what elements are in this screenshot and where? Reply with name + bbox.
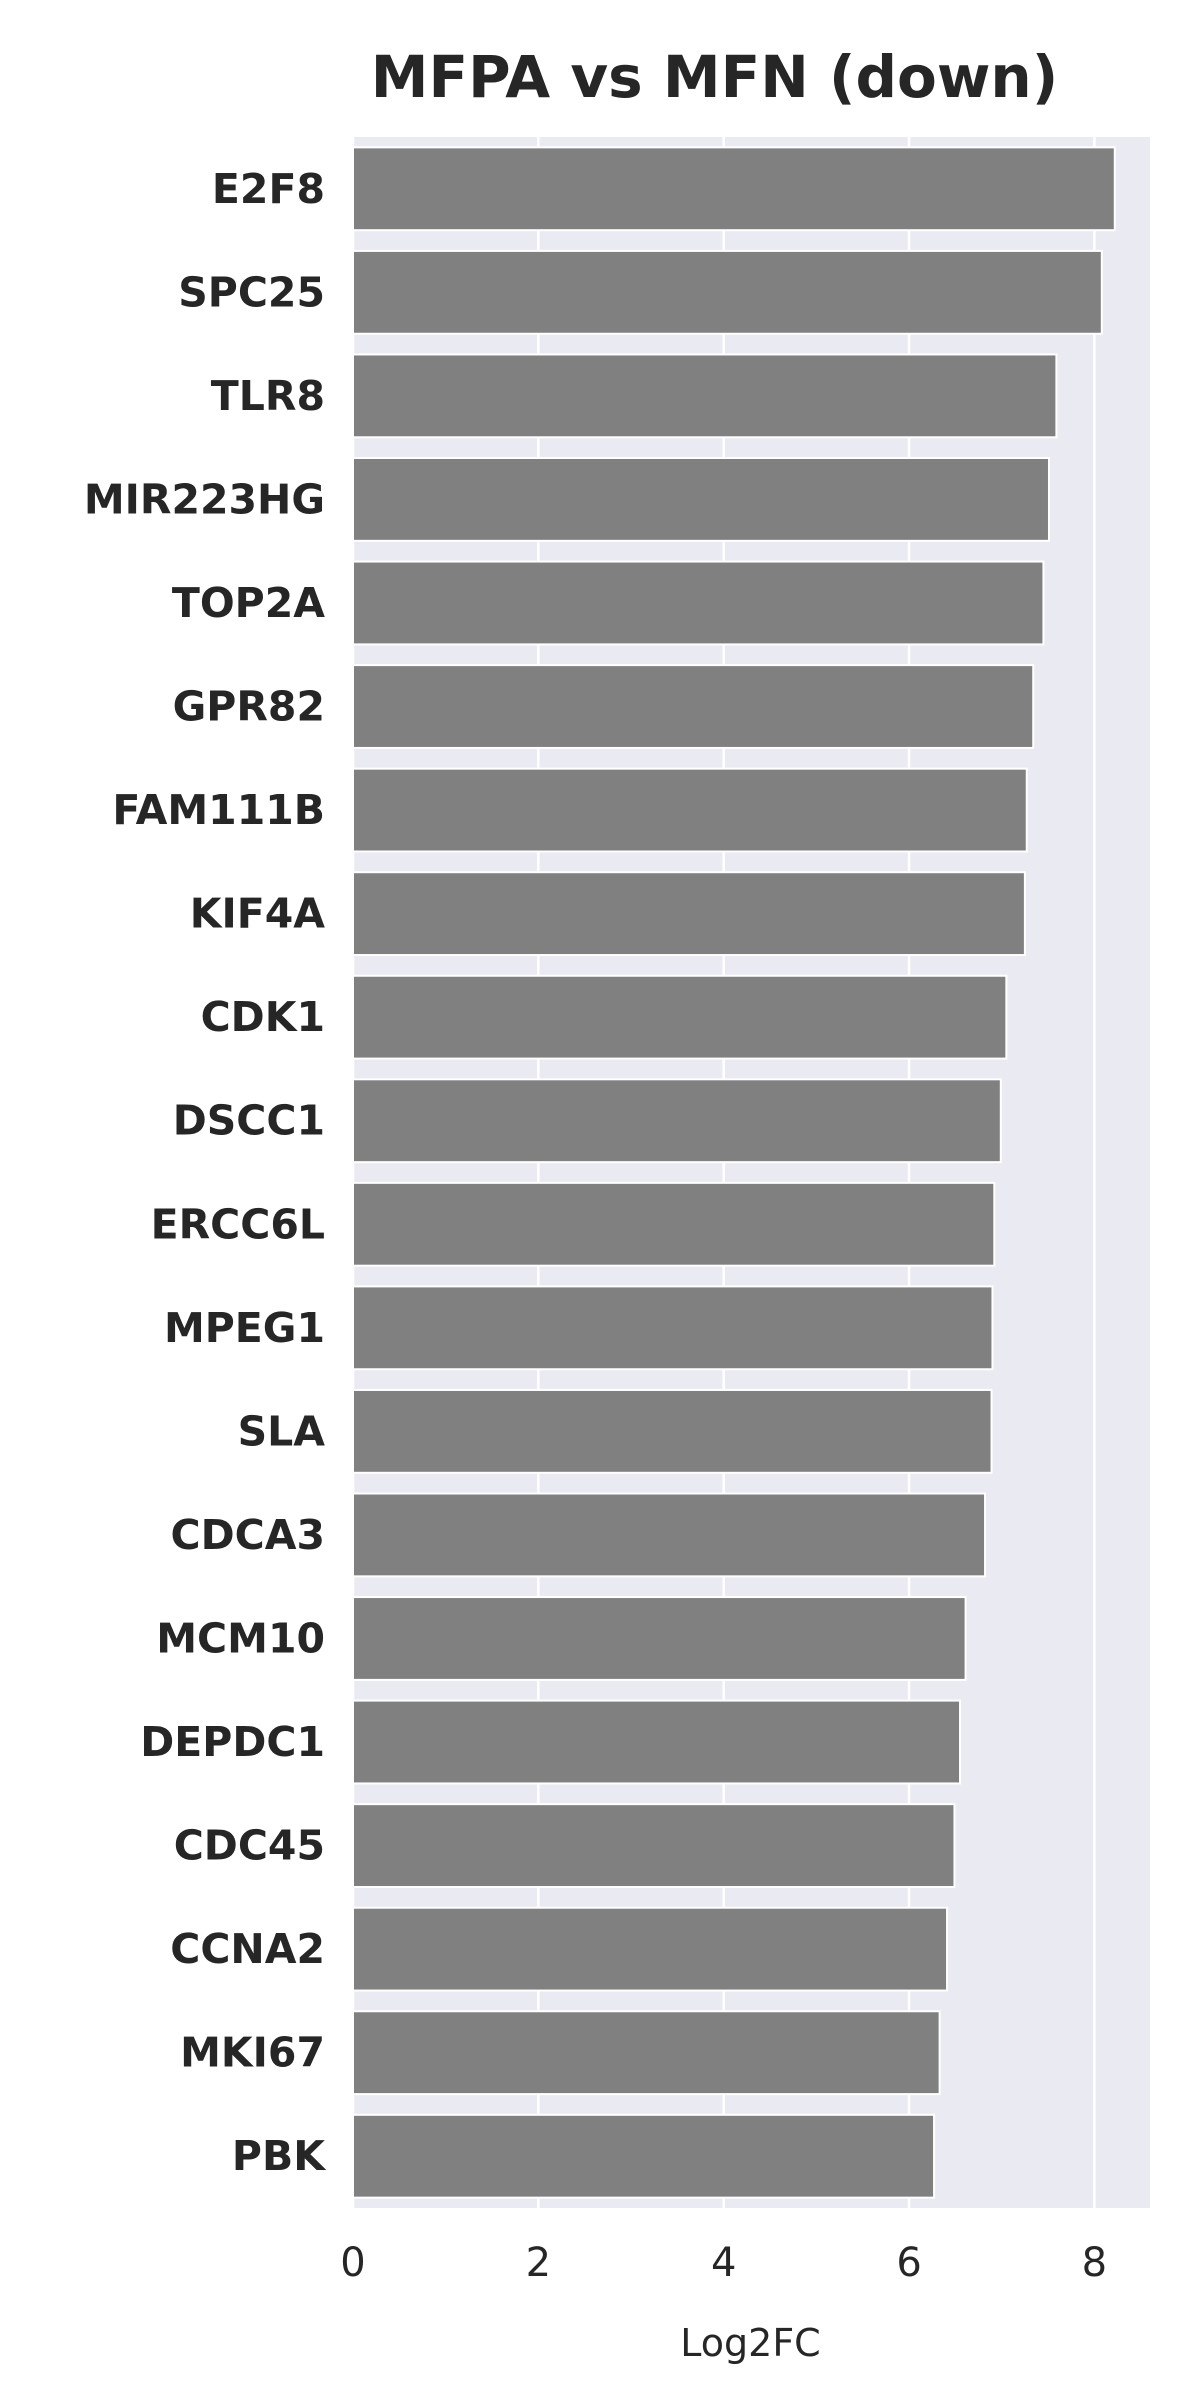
x-tick-labels: 0 2 4 6 8 xyxy=(340,2240,1107,2286)
bar-pbk xyxy=(352,2113,936,2199)
category-label: DEPDC1 xyxy=(140,1718,325,1766)
bar-ercc6l xyxy=(352,1181,996,1267)
bar-dscc1 xyxy=(352,1078,1002,1164)
plot-area xyxy=(353,137,1150,2208)
bar-depdc1 xyxy=(352,1699,962,1785)
x-tick-label: 4 xyxy=(711,2240,736,2286)
chart-title: MFPA vs MFN (down) xyxy=(371,43,1058,111)
category-label: CDC45 xyxy=(174,1822,325,1870)
bar-gpr82 xyxy=(352,664,1035,749)
bar-top2a xyxy=(352,560,1045,646)
x-tick-label: 8 xyxy=(1082,2240,1107,2286)
category-label: TLR8 xyxy=(211,372,325,420)
category-label: SLA xyxy=(238,1407,326,1455)
bar-mpeg1 xyxy=(352,1285,994,1371)
category-label: MIR223HG xyxy=(84,475,325,523)
bar-cdc45 xyxy=(352,1803,956,1888)
bar-cdk1 xyxy=(352,974,1008,1060)
bar-fam111b xyxy=(352,767,1028,853)
bar-mcm10 xyxy=(352,1596,967,1681)
category-label: CDK1 xyxy=(201,993,325,1041)
category-label: TOP2A xyxy=(172,579,325,627)
bar-e2f8 xyxy=(352,146,1116,232)
category-label: E2F8 xyxy=(212,165,325,213)
bar-spc25 xyxy=(352,249,1103,335)
category-label: MKI67 xyxy=(180,2029,325,2077)
x-tick-label: 2 xyxy=(526,2240,551,2286)
bar-kif4a xyxy=(352,871,1026,957)
category-label: CCNA2 xyxy=(170,1925,325,1973)
category-label: DSCC1 xyxy=(173,1097,325,1145)
x-axis-label: Log2FC xyxy=(680,2321,820,2365)
bar-tlr8 xyxy=(352,353,1058,439)
category-label: MPEG1 xyxy=(164,1304,325,1352)
category-label: FAM111B xyxy=(112,786,325,834)
category-label: MCM10 xyxy=(156,1614,325,1662)
bar-ccna2 xyxy=(352,1906,949,1992)
category-label: ERCC6L xyxy=(151,1200,325,1248)
x-tick-label: 6 xyxy=(896,2240,921,2286)
category-label: PBK xyxy=(232,2132,327,2180)
x-tick-label: 0 xyxy=(340,2240,365,2286)
bars xyxy=(352,146,1116,2199)
category-label: KIF4A xyxy=(190,890,326,938)
bar-sla xyxy=(352,1388,993,1474)
bar-mir223hg xyxy=(352,457,1050,542)
category-label: SPC25 xyxy=(178,268,325,316)
category-label: CDCA3 xyxy=(171,1511,325,1559)
category-labels: E2F8 SPC25 TLR8 MIR223HG TOP2A GPR82 FAM111B KI… xyxy=(84,165,327,2180)
bar-mki67 xyxy=(352,2010,941,2096)
category-label: GPR82 xyxy=(173,683,325,731)
bar-cdca3 xyxy=(352,1492,987,1578)
